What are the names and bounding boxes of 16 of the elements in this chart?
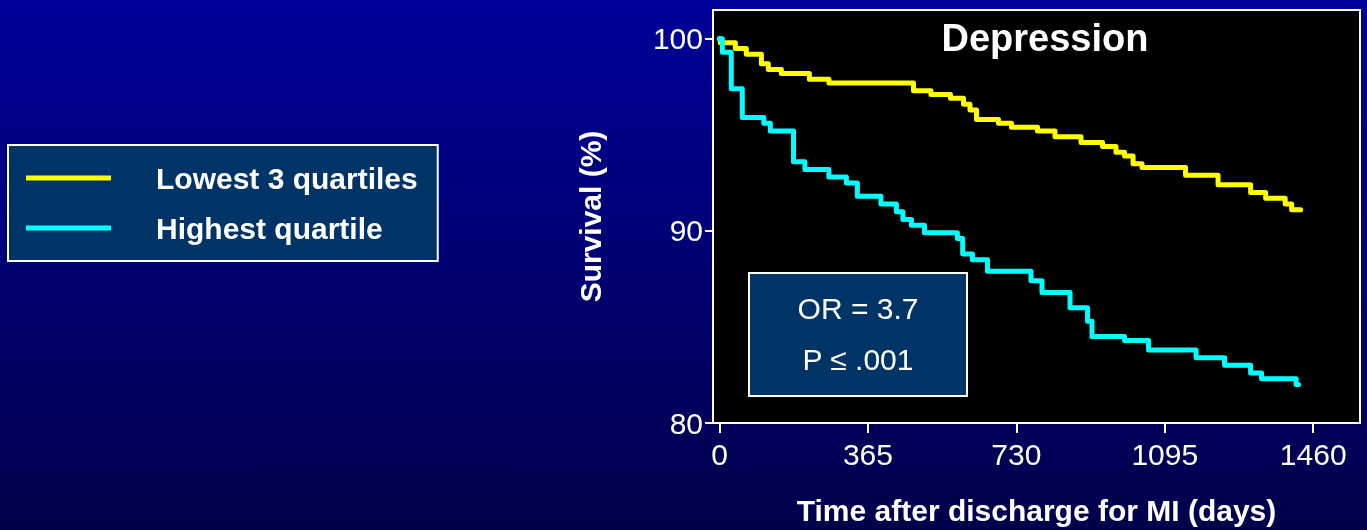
legend-label: Lowest 3 quartiles xyxy=(156,161,418,195)
annotation: OR = 3.7 xyxy=(797,291,919,326)
x-tick-label: 0 xyxy=(711,437,728,471)
x-axis-title: Time after discharge for MI (days) xyxy=(796,493,1277,527)
annotation: P ≤ .001 xyxy=(802,343,914,378)
chart-title: Depression xyxy=(941,17,1149,59)
x-tick-label: 365 xyxy=(842,437,893,471)
x-tick-label: 730 xyxy=(991,437,1042,471)
y-tick-label: 80 xyxy=(669,406,703,440)
legend-label: Highest quartile xyxy=(156,211,383,245)
x-tick-label: 1460 xyxy=(1279,437,1347,471)
y-axis-title: Survival (%) xyxy=(573,130,607,303)
y-tick-label: 100 xyxy=(652,22,703,56)
text-box: OR = 3.7 P ≤ .001 xyxy=(748,272,968,397)
y-tick-label: 90 xyxy=(669,214,703,248)
x-tick-label: 1095 xyxy=(1131,437,1199,471)
